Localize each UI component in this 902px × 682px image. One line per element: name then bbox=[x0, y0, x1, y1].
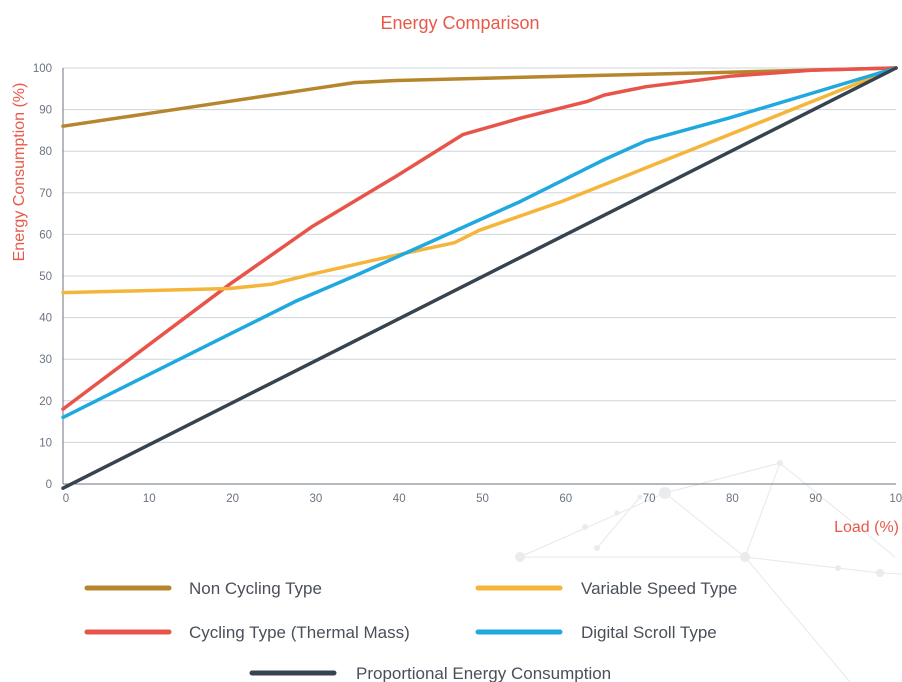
y-axis-label: Energy Consumption (%) bbox=[11, 83, 28, 262]
x-tick-label: 40 bbox=[393, 493, 406, 505]
series-line-non-cycling-type bbox=[61, 66, 898, 128]
decorative-network-background bbox=[515, 460, 902, 682]
x-tick-label: 70 bbox=[643, 493, 656, 505]
x-tick-label: 80 bbox=[726, 493, 739, 505]
chart-title: Energy Comparison bbox=[380, 13, 539, 33]
legend-label-digital-scroll-type: Digital Scroll Type bbox=[581, 623, 717, 642]
y-tick-label: 0 bbox=[46, 479, 52, 491]
series-line-digital-scroll-type bbox=[61, 66, 898, 420]
legend-label-non-cycling-type: Non Cycling Type bbox=[189, 579, 322, 598]
y-tick-label: 40 bbox=[39, 313, 52, 325]
x-tick-label: 20 bbox=[226, 493, 239, 505]
x-tick-label: 50 bbox=[476, 493, 489, 505]
legend: Non Cycling Type Cycling Type (Thermal Ma… bbox=[84, 579, 737, 682]
legend-label-proportional-energy-consumption: Proportional Energy Consumption bbox=[356, 664, 611, 682]
y-tick-label: 100 bbox=[33, 63, 52, 75]
legend-label-cycling-type-thermal-mass: Cycling Type (Thermal Mass) bbox=[189, 623, 410, 642]
y-tick-label: 60 bbox=[39, 229, 52, 241]
series-line-cycling-type-thermal-mass bbox=[61, 66, 898, 411]
series-lines bbox=[61, 66, 898, 490]
y-tick-label: 50 bbox=[39, 271, 52, 283]
grid bbox=[62, 67, 896, 485]
y-tick-label: 30 bbox=[39, 354, 52, 366]
y-tick-label: 70 bbox=[39, 188, 52, 200]
x-tick-label: 0 bbox=[63, 493, 69, 505]
x-axis-label: Load (%) bbox=[834, 519, 899, 536]
x-tick-label: 60 bbox=[559, 493, 572, 505]
legend-label-variable-speed-type: Variable Speed Type bbox=[581, 579, 737, 598]
y-tick-label: 90 bbox=[39, 105, 52, 117]
series-line-variable-speed-type bbox=[61, 66, 898, 295]
x-tick-label: 90 bbox=[809, 493, 822, 505]
x-tick-label: 30 bbox=[310, 493, 323, 505]
y-tick-label: 80 bbox=[39, 146, 52, 158]
x-tick-label: 10 bbox=[143, 493, 156, 505]
series-line-proportional-energy-consumption bbox=[61, 66, 898, 490]
y-tick-label: 10 bbox=[39, 437, 52, 449]
x-tick-label: 100 bbox=[889, 493, 902, 505]
tick-labels: 0 10 20 30 40 50 60 70 80 90 100 0 10 20 30 40 50 60 70 80 9… bbox=[33, 63, 902, 505]
y-tick-label: 20 bbox=[39, 396, 52, 408]
